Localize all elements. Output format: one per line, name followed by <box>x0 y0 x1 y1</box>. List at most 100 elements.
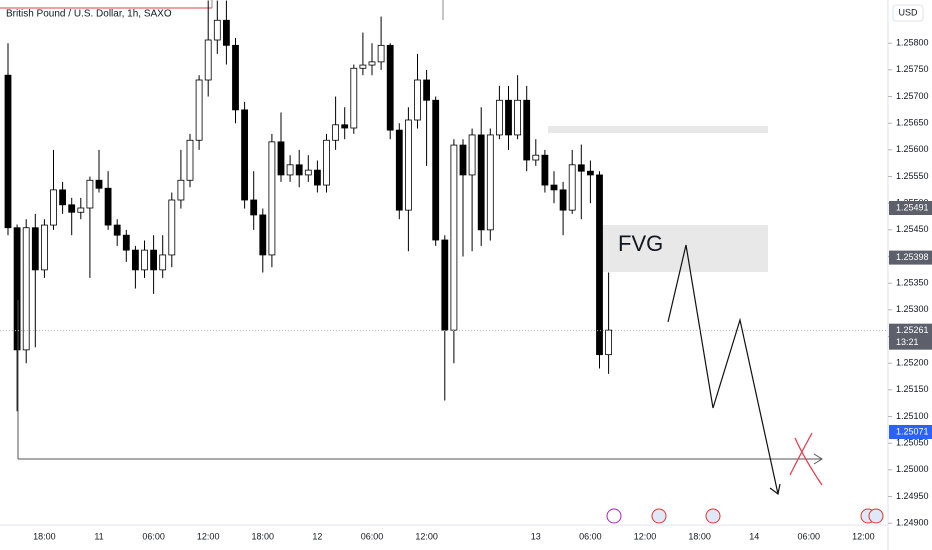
candle-body <box>459 144 467 176</box>
projection-path <box>667 244 779 495</box>
countdown: 13:21 <box>896 337 919 347</box>
candle-body <box>541 154 549 186</box>
candle-body <box>22 227 30 351</box>
y-tick-label: 1.24950 <box>896 491 929 501</box>
candle-body <box>204 39 212 81</box>
x-tick-label: 06:00 <box>579 531 602 541</box>
candle-body <box>350 67 358 129</box>
candle-body <box>250 199 258 216</box>
y-tick-label: 1.25600 <box>896 144 929 154</box>
candle-body <box>596 174 603 356</box>
candle-body <box>168 199 176 256</box>
x-tick-label: 13 <box>531 531 541 541</box>
candle-body <box>295 164 303 176</box>
candle-body <box>268 141 276 256</box>
y-tick-label: 1.25350 <box>896 278 929 288</box>
candle-body <box>131 249 139 271</box>
candle-body <box>359 64 367 69</box>
x-tick-label: 06:00 <box>798 531 821 541</box>
fvg-box <box>598 225 768 272</box>
arrow-head <box>813 453 823 465</box>
x-tick-label: 12:00 <box>634 531 657 541</box>
fvg-label: FVG <box>618 231 663 256</box>
price-badge-label: 1.25491 <box>896 202 929 212</box>
candle-body <box>95 179 103 189</box>
candle-body <box>177 179 185 201</box>
candle-body <box>605 329 612 356</box>
price-badge-label: 1.25261 <box>896 325 929 335</box>
x-tick-label: 12:00 <box>852 531 875 541</box>
candle-body <box>377 44 385 63</box>
y-tick-label: 1.25450 <box>896 224 929 234</box>
candle-body <box>31 227 39 271</box>
cross-mark <box>789 432 823 486</box>
candle-body <box>50 189 57 226</box>
candle-body <box>4 74 12 229</box>
y-tick-label: 1.25100 <box>896 411 929 421</box>
candle-body <box>195 79 203 141</box>
event-icon[interactable] <box>868 508 884 524</box>
y-tick-label: 1.25550 <box>896 171 929 181</box>
x-tick-label: 06:00 <box>142 531 165 541</box>
price-badge <box>889 201 932 215</box>
candle-body <box>323 139 330 186</box>
price-badge-label: 1.25071 <box>896 426 929 436</box>
event-icon[interactable] <box>606 508 622 524</box>
candle-body <box>523 99 531 161</box>
candle-body <box>77 207 85 213</box>
candle-body <box>150 249 158 271</box>
zone-box <box>548 126 768 133</box>
y-tick-label: 1.25050 <box>896 438 929 448</box>
candle-body <box>577 164 585 172</box>
candle-body <box>104 187 112 226</box>
y-tick-label: 1.25000 <box>896 464 929 474</box>
candle-body <box>41 224 48 271</box>
candle-body <box>341 124 349 129</box>
candle-body <box>113 224 121 236</box>
candle-body <box>222 19 230 46</box>
candle-body <box>386 44 394 131</box>
price-badge <box>889 250 932 265</box>
price-badge <box>889 425 932 439</box>
candle-body <box>277 141 285 176</box>
price-badge <box>889 323 932 350</box>
currency: USD <box>898 7 918 17</box>
candle-body <box>468 134 476 176</box>
candle-body <box>450 144 458 331</box>
candle-body <box>486 134 494 231</box>
candle-body <box>86 179 94 209</box>
candle-body <box>332 124 340 141</box>
candle-body <box>441 239 449 331</box>
x-tick-label: 14 <box>749 531 759 541</box>
candle-body <box>568 164 576 211</box>
candle-body <box>550 184 558 191</box>
candle-body <box>495 99 503 136</box>
y-tick-label: 1.25650 <box>896 118 929 128</box>
candle-body <box>514 99 521 136</box>
candle-body <box>259 214 267 256</box>
x-tick-label: 11 <box>94 531 103 541</box>
candle-body <box>213 19 221 41</box>
candle-body <box>313 169 321 186</box>
candle-body <box>532 154 540 161</box>
x-tick-label: 06:00 <box>361 531 384 541</box>
candle-body <box>505 99 512 136</box>
y-tick-label: 1.25300 <box>896 304 929 314</box>
candle-body <box>141 249 148 271</box>
candle-body <box>68 204 76 213</box>
event-icon[interactable] <box>651 508 667 524</box>
currency-box[interactable] <box>892 4 924 22</box>
candle-body <box>404 119 412 211</box>
candle-body <box>241 109 249 201</box>
y-tick-label: 1.24900 <box>896 518 929 528</box>
x-tick-label: 12:00 <box>415 531 438 541</box>
candle-body <box>286 164 294 176</box>
candle-body <box>232 44 239 111</box>
candle-body <box>395 129 403 211</box>
x-tick-label: 18:00 <box>33 531 56 541</box>
chart-title: British Pound / U.S. Dollar, 1h, SAXO <box>6 9 172 20</box>
x-tick-label: 12:00 <box>197 531 220 541</box>
event-icon[interactable] <box>705 508 721 524</box>
